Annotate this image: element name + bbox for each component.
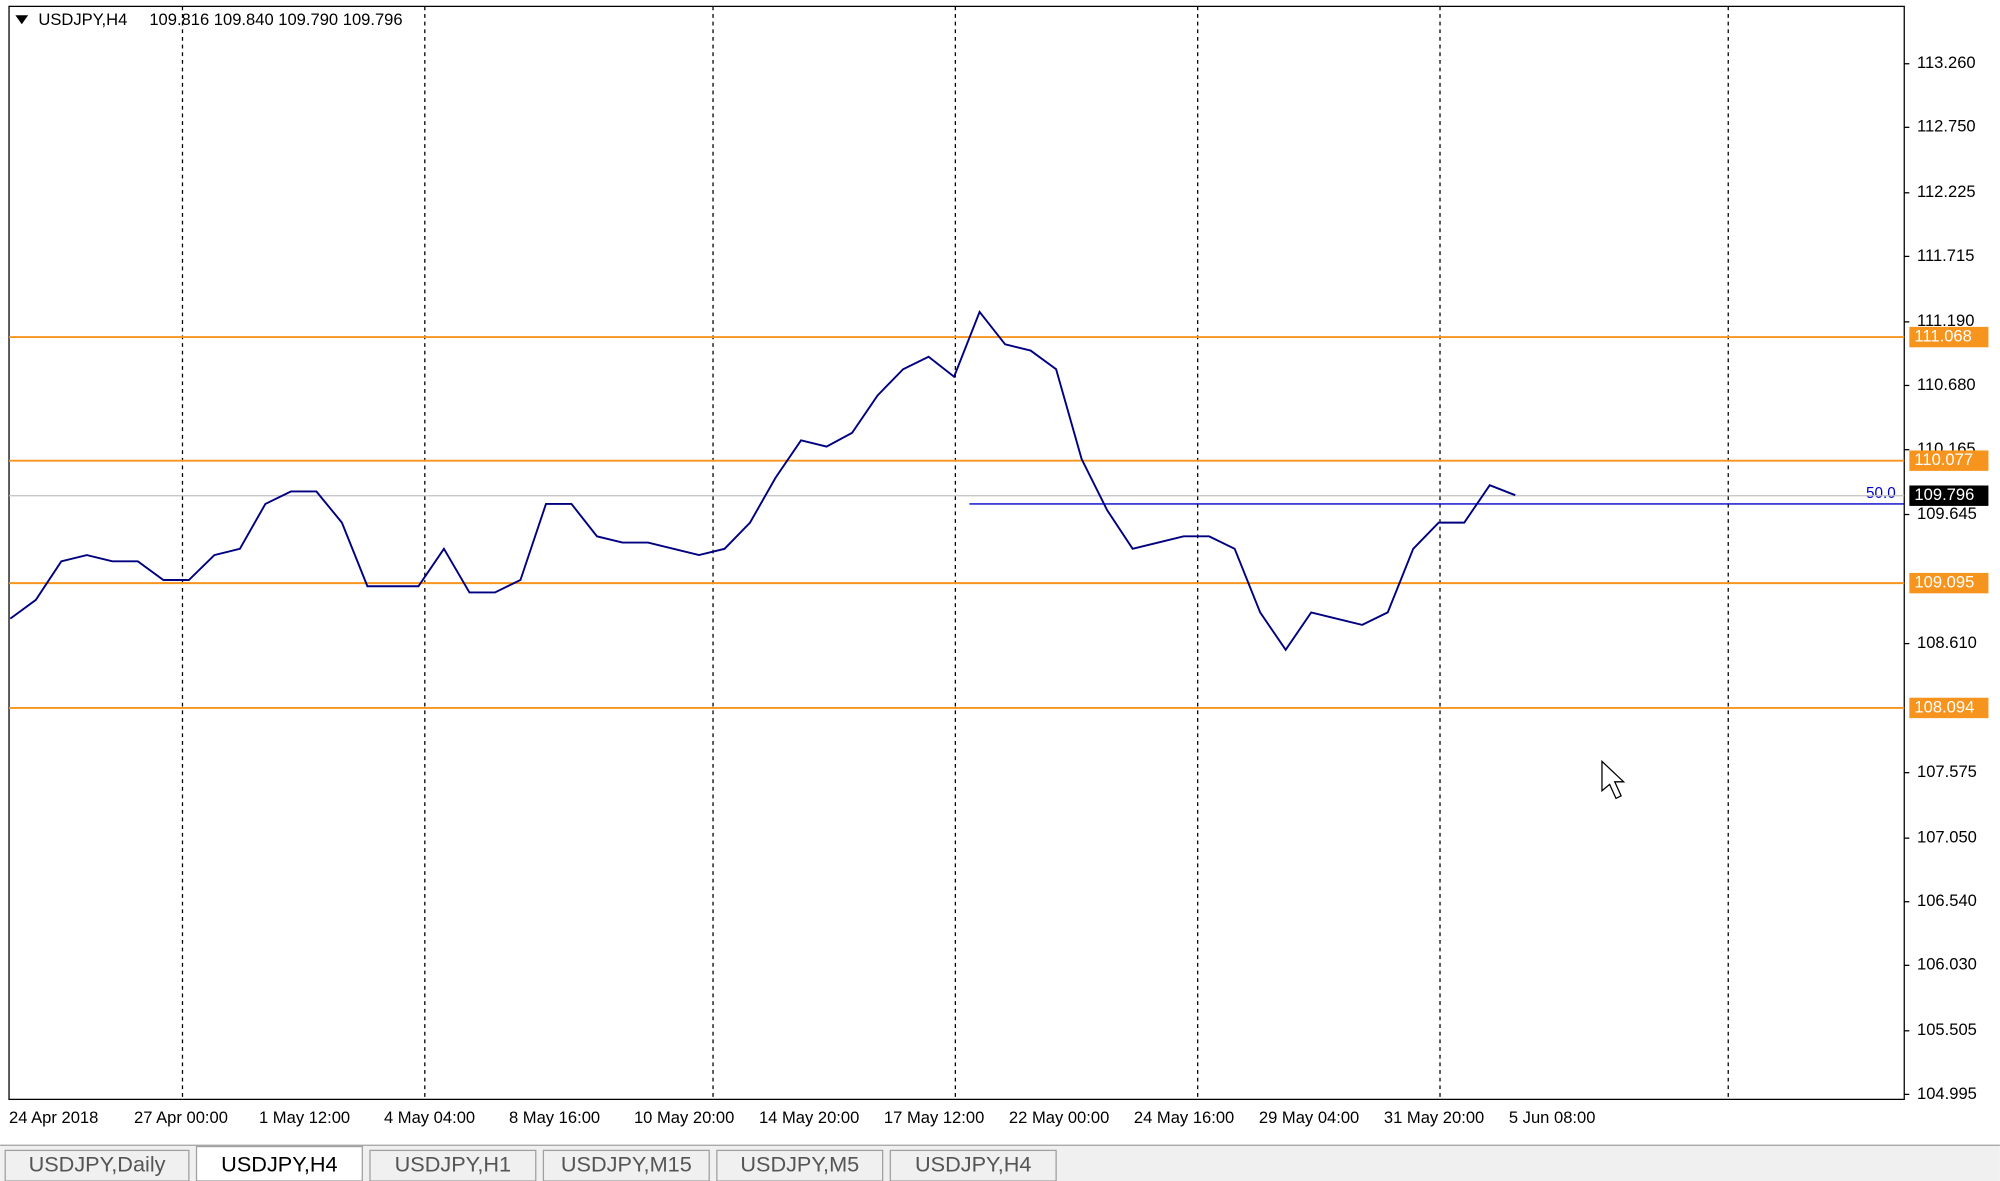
y-tick-label: 111.715	[1917, 246, 1974, 265]
y-tick-label: 108.610	[1917, 633, 1977, 652]
tab[interactable]	[716, 1149, 884, 1181]
tab[interactable]	[195, 1145, 363, 1181]
x-tick-label: 1 May 12:00	[259, 1108, 350, 1127]
time-grid	[181, 6, 1729, 1100]
tab[interactable]	[889, 1149, 1057, 1181]
fib-label: 50.0	[1866, 485, 1896, 502]
y-tick-label: 112.750	[1917, 117, 1976, 136]
tab-label[interactable]: USDJPY,M15	[561, 1151, 692, 1176]
tab[interactable]	[369, 1149, 537, 1181]
tab-label[interactable]: USDJPY,M5	[740, 1151, 859, 1176]
x-tick-label: 8 May 16:00	[509, 1108, 600, 1127]
x-tick-label: 5 Jun 08:00	[1509, 1108, 1596, 1127]
y-tick-label: 113.260	[1917, 53, 1976, 72]
tab-label[interactable]: USDJPY,Daily	[29, 1151, 166, 1176]
level-label: 110.077	[1914, 450, 1973, 469]
level-tag	[1909, 326, 1989, 348]
x-tick-label: 24 Apr 2018	[9, 1108, 98, 1127]
mouse-cursor	[1601, 759, 1626, 800]
symbol-label: USDJPY,H4	[38, 10, 127, 29]
bid-tag	[1909, 485, 1989, 506]
level-label: 111.068	[1914, 326, 1971, 345]
x-tick-label: 10 May 20:00	[634, 1108, 734, 1127]
y-tick-label: 110.680	[1917, 375, 1976, 394]
collapse-arrow[interactable]	[15, 15, 29, 25]
ohlc-label: 109.816 109.840 109.790 109.796	[149, 10, 402, 29]
x-tick-label: 24 May 16:00	[1134, 1108, 1234, 1127]
level-label: 108.094	[1914, 697, 1974, 716]
x-tick-label: 29 May 04:00	[1259, 1108, 1359, 1127]
x-tick-label: 31 May 20:00	[1384, 1108, 1484, 1127]
level-label: 109.095	[1914, 572, 1974, 591]
y-tick-label: 105.505	[1917, 1020, 1977, 1039]
x-tick-label: 4 May 04:00	[384, 1108, 475, 1127]
chart-frame	[8, 5, 1905, 1101]
tab[interactable]	[4, 1149, 190, 1181]
y-tick-label: 107.575	[1917, 762, 1977, 781]
level-tag	[1909, 572, 1989, 594]
tab-label[interactable]: USDJPY,H1	[395, 1151, 511, 1176]
y-tick-label: 106.540	[1917, 891, 1977, 910]
x-tick-label: 17 May 12:00	[884, 1108, 984, 1127]
y-tick-label: 104.995	[1917, 1084, 1977, 1103]
y-tick-label: 112.225	[1917, 182, 1976, 201]
y-tick-label: 111.190	[1917, 311, 1974, 330]
tab-label[interactable]: USDJPY,H4	[915, 1151, 1031, 1176]
y-tick-label: 107.050	[1917, 828, 1977, 847]
tab[interactable]	[542, 1149, 710, 1181]
x-tick-label: 14 May 20:00	[759, 1108, 859, 1127]
x-tick-label: 22 May 00:00	[1009, 1108, 1109, 1127]
tab-label[interactable]: USDJPY,H4	[221, 1151, 337, 1176]
price-line	[9, 309, 1516, 652]
bid-label: 109.796	[1914, 485, 1974, 504]
y-tick-label: 106.030	[1917, 955, 1977, 974]
x-tick-label: 27 Apr 00:00	[134, 1108, 228, 1127]
level-tag	[1909, 697, 1989, 719]
level-tag	[1909, 450, 1989, 471]
y-tick-label: 109.645	[1917, 504, 1977, 523]
